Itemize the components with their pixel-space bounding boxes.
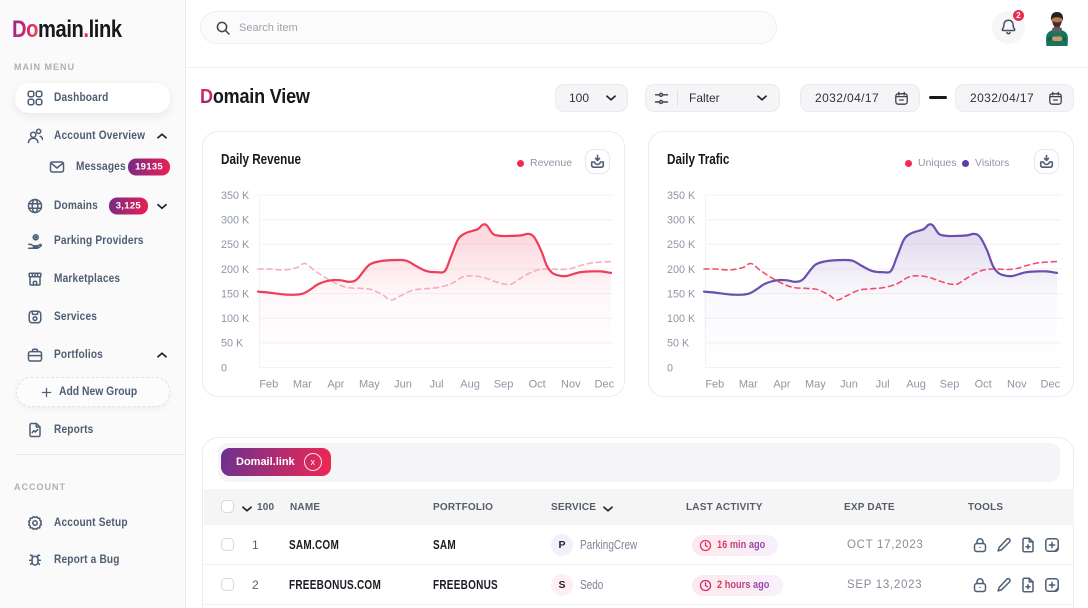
svg-text:Aug: Aug xyxy=(906,379,926,391)
svg-text:150 K: 150 K xyxy=(221,288,250,300)
svg-text:Jun: Jun xyxy=(394,379,412,391)
svg-text:100 K: 100 K xyxy=(221,313,250,325)
svg-text:Mar: Mar xyxy=(293,379,312,391)
svg-text:Sep: Sep xyxy=(940,379,960,391)
svg-text:150 K: 150 K xyxy=(667,288,696,300)
svg-text:Jul: Jul xyxy=(430,379,444,391)
svg-text:Oct: Oct xyxy=(975,379,992,391)
svg-text:Dec: Dec xyxy=(595,379,615,391)
svg-text:Apr: Apr xyxy=(773,379,790,391)
svg-text:Oct: Oct xyxy=(529,379,546,391)
svg-text:200 K: 200 K xyxy=(667,264,696,276)
svg-text:Aug: Aug xyxy=(460,379,480,391)
svg-text:350 K: 350 K xyxy=(667,190,696,202)
svg-text:100 K: 100 K xyxy=(667,313,696,325)
svg-text:0: 0 xyxy=(221,362,227,374)
svg-text:May: May xyxy=(805,379,826,391)
svg-text:50 K: 50 K xyxy=(667,338,690,350)
svg-text:Apr: Apr xyxy=(327,379,344,391)
svg-text:200 K: 200 K xyxy=(221,264,250,276)
svg-text:250 K: 250 K xyxy=(221,239,250,251)
svg-text:50 K: 50 K xyxy=(221,338,244,350)
svg-text:350 K: 350 K xyxy=(221,190,250,202)
svg-text:Nov: Nov xyxy=(1007,379,1027,391)
svg-text:Feb: Feb xyxy=(705,379,724,391)
svg-text:Dec: Dec xyxy=(1041,379,1061,391)
svg-text:Jul: Jul xyxy=(876,379,890,391)
svg-text:Mar: Mar xyxy=(739,379,758,391)
svg-text:0: 0 xyxy=(667,362,673,374)
svg-text:300 K: 300 K xyxy=(221,215,250,227)
svg-text:Sep: Sep xyxy=(494,379,514,391)
svg-text:300 K: 300 K xyxy=(667,215,696,227)
svg-text:May: May xyxy=(359,379,380,391)
svg-text:Feb: Feb xyxy=(259,379,278,391)
svg-text:Nov: Nov xyxy=(561,379,581,391)
svg-text:Jun: Jun xyxy=(840,379,858,391)
svg-text:250 K: 250 K xyxy=(667,239,696,251)
